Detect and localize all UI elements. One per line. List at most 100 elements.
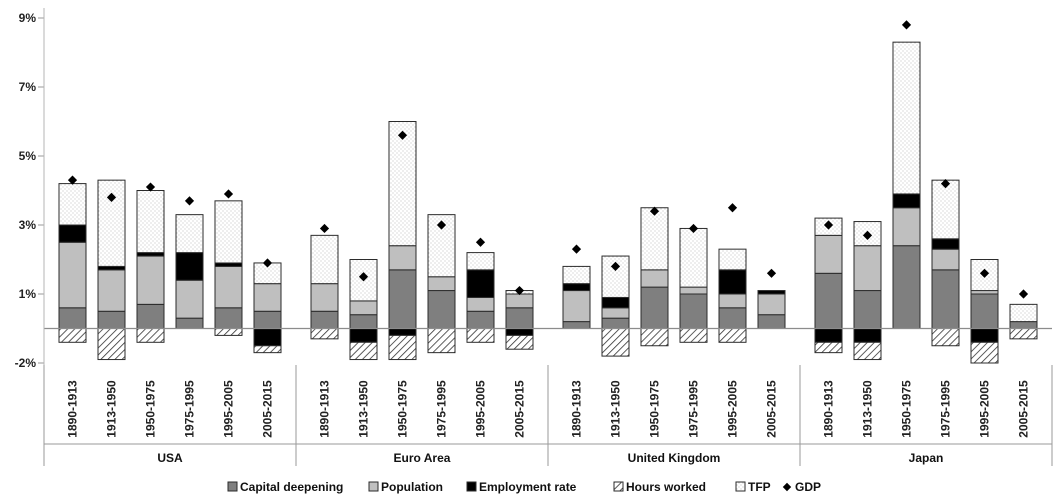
bar-segment-population (601, 307, 630, 319)
bar-segment-tfp (718, 248, 747, 271)
bar-segment-population (757, 293, 786, 316)
bar-segment-population (388, 245, 417, 271)
bar-segment-employment-rate (757, 290, 786, 295)
category-tick-label: 1950-1975 (900, 380, 914, 438)
legend-label: Capital deepening (240, 480, 343, 494)
category-tick-label: 1995-2005 (978, 380, 992, 438)
category-tick-label: 2005-2015 (513, 380, 527, 438)
bar-segment-capital-deepening (562, 321, 591, 330)
bar-segment-tfp (136, 190, 165, 254)
legend-swatch-gdp (782, 482, 792, 492)
bar-segment-capital-deepening (505, 307, 534, 329)
category-tick-label: 1995-2005 (222, 380, 236, 438)
bar-segment-employment-rate (814, 328, 843, 343)
category-tick-label: 1890-1913 (822, 380, 836, 438)
category-tick-label: 1890-1913 (570, 380, 584, 438)
gdp-marker (358, 272, 369, 282)
bar-segment-capital-deepening (97, 310, 126, 329)
bar-segment-population (427, 276, 456, 292)
legend-swatch-population (368, 481, 379, 492)
gdp-marker (688, 223, 699, 234)
bar-segment-capital-deepening (679, 293, 708, 329)
bar-segment-hours-worked (214, 328, 243, 336)
bar-segment-capital-deepening (427, 290, 456, 329)
gdp-marker (823, 220, 834, 230)
bar-segment-capital-deepening (388, 269, 417, 330)
legend-label: GDP (795, 480, 821, 494)
bar-segment-population (175, 279, 204, 319)
bar-segment-population (718, 293, 747, 309)
bar-segment-capital-deepening (601, 317, 630, 329)
gdp-marker (223, 189, 234, 199)
category-tick-label: 1913-1950 (357, 380, 371, 438)
bar-segment-hours-worked (814, 341, 843, 354)
category-tick-label: 1975-1995 (435, 380, 449, 438)
gdp-marker (940, 179, 951, 189)
category-tick-label: 1975-1995 (939, 380, 953, 438)
legend-label: Hours worked (626, 480, 706, 494)
group-label: USA (157, 451, 183, 465)
y-tick-label: 9% (19, 11, 37, 25)
bar-segment-capital-deepening (253, 310, 282, 329)
bar-segment-population (97, 269, 126, 312)
category-tick-label: 2005-2015 (261, 380, 275, 438)
bar-segment-employment-rate (601, 296, 630, 309)
bar-segment-population (349, 300, 378, 316)
bar-segment-employment-rate (136, 252, 165, 257)
bar-segment-tfp (931, 179, 960, 240)
bar-segment-population (253, 283, 282, 312)
category-tick-label: 1995-2005 (726, 380, 740, 438)
bar-segment-population (892, 207, 921, 247)
category-tick-label: 1975-1995 (183, 380, 197, 438)
gdp-marker (514, 285, 525, 296)
category-tick-label: 1890-1913 (318, 380, 332, 438)
y-tick-label: 3% (19, 218, 37, 232)
bar-segment-capital-deepening (58, 307, 87, 329)
bar-segment-hours-worked (1009, 328, 1038, 340)
bar-segment-population (562, 290, 591, 323)
gdp-marker (436, 220, 447, 230)
gdp-marker (649, 206, 660, 216)
bar-segment-employment-rate (505, 328, 534, 336)
bar-segment-employment-rate (175, 252, 204, 281)
bar-segment-capital-deepening (136, 303, 165, 330)
bar-segment-employment-rate (718, 269, 747, 295)
bar-segment-employment-rate (970, 328, 999, 343)
legend-swatch-capital-deepening (227, 481, 238, 492)
gdp-marker (262, 258, 273, 268)
gdp-marker (106, 192, 117, 202)
legend-swatch-employment-rate (466, 481, 477, 492)
bar-segment-employment-rate (253, 328, 282, 347)
category-tick-label: 1975-1995 (687, 380, 701, 438)
category-tick-label: 1913-1950 (861, 380, 875, 438)
category-tick-label: 1890-1913 (66, 380, 80, 438)
legend-swatch-hours-worked (613, 481, 624, 492)
bar-segment-tfp (892, 41, 921, 195)
group-label: Japan (909, 451, 944, 465)
bar-segment-tfp (388, 121, 417, 247)
bar-segment-capital-deepening (349, 314, 378, 330)
legend-swatch-tfp (735, 481, 746, 492)
bar-segment-capital-deepening (931, 269, 960, 330)
bar-segment-population (136, 255, 165, 305)
group-label: United Kingdom (628, 451, 721, 465)
gdp-marker (862, 230, 873, 240)
bar-segment-hours-worked (388, 334, 417, 361)
category-tick-label: 1913-1950 (105, 380, 119, 438)
bar-segment-population (970, 290, 999, 295)
bar-segment-population (931, 248, 960, 271)
bar-segment-population (310, 283, 339, 312)
bar-segment-hours-worked (679, 328, 708, 343)
bar-segment-tfp (310, 234, 339, 285)
bar-segment-employment-rate (388, 328, 417, 336)
bar-segment-employment-rate (214, 262, 243, 267)
category-tick-label: 2005-2015 (1017, 380, 1031, 438)
bar-segment-capital-deepening (310, 310, 339, 329)
bar-segment-hours-worked (640, 328, 669, 347)
bar-segment-hours-worked (970, 341, 999, 364)
bar-segment-tfp (640, 207, 669, 271)
bar-segment-capital-deepening (853, 290, 882, 329)
bar-segment-hours-worked (718, 328, 747, 343)
